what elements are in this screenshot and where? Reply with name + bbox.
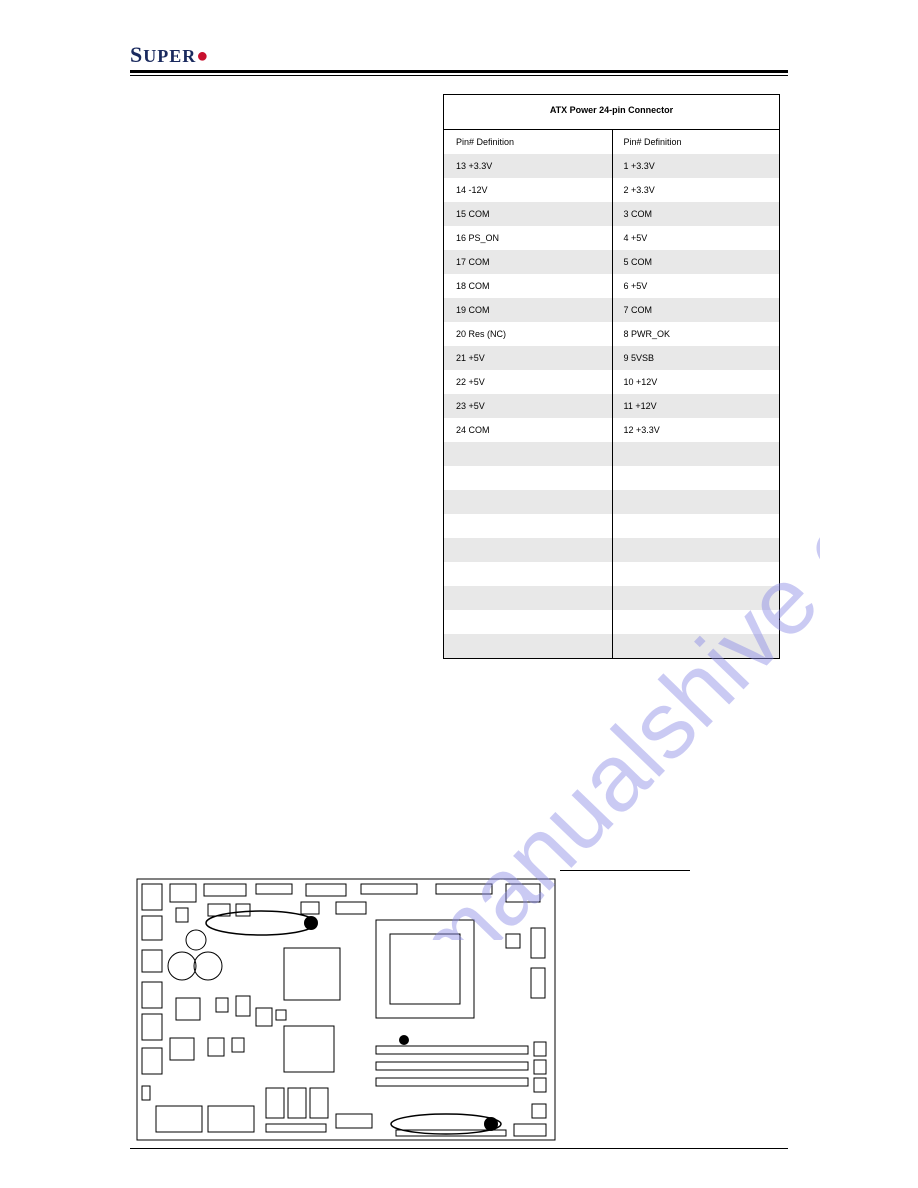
- pin-cell: 17 COM: [444, 250, 612, 274]
- logo-rest: UPER: [143, 46, 196, 66]
- pin-cell: 4 +5V: [612, 226, 780, 250]
- pin-cell: 15 COM: [444, 202, 612, 226]
- pin-cell: [612, 586, 780, 610]
- motherboard-diagram: [136, 878, 556, 1142]
- pin-cell: 16 PS_ON: [444, 226, 612, 250]
- pin-cell: [612, 538, 780, 562]
- pin-cell: [444, 538, 612, 562]
- pin-cell: 14 -12V: [444, 178, 612, 202]
- pin-cell: [444, 586, 612, 610]
- pin-cell: 8 PWR_OK: [612, 322, 780, 346]
- pin-cell: 18 COM: [444, 274, 612, 298]
- pin-cell: 5 COM: [612, 250, 780, 274]
- pin-cell: [444, 562, 612, 586]
- pin-cell: 6 +5V: [612, 274, 780, 298]
- pin-cell: 21 +5V: [444, 346, 612, 370]
- logo-dot-icon: ●: [196, 45, 209, 67]
- pin-cell: [612, 514, 780, 538]
- pin-cell: 23 +5V: [444, 394, 612, 418]
- pin-cell: 24 COM: [444, 418, 612, 442]
- pin-cell: [444, 514, 612, 538]
- pin-cell: [444, 490, 612, 514]
- pin-cell: Pin# Definition: [612, 130, 780, 154]
- pin-cell: 3 COM: [612, 202, 780, 226]
- pin-cell: [612, 634, 780, 658]
- header-rule: [130, 70, 788, 76]
- pin-cell: 7 COM: [612, 298, 780, 322]
- pin-cell: 13 +3.3V: [444, 154, 612, 178]
- pin-cell: [444, 634, 612, 658]
- pin-cell: 19 COM: [444, 298, 612, 322]
- pin-cell: [612, 442, 780, 466]
- table-title: ATX Power 24-pin Connector: [444, 95, 779, 130]
- pin-cell: [444, 442, 612, 466]
- pin-cell: 20 Res (NC): [444, 322, 612, 346]
- logo: SUPER●: [130, 46, 209, 66]
- page-header: SUPER●: [130, 42, 788, 72]
- pin-cell: 12 +3.3V: [612, 418, 780, 442]
- pin-cell: 11 +12V: [612, 394, 780, 418]
- pin-cell: 22 +5V: [444, 370, 612, 394]
- logo-letter: S: [130, 42, 143, 67]
- pin-cell: Pin# Definition: [444, 130, 612, 154]
- marker-legend: [560, 870, 690, 875]
- pin-cell: 1 +3.3V: [612, 154, 780, 178]
- pin-cell: [612, 466, 780, 490]
- pin-cell: [612, 610, 780, 634]
- pin-cell: [444, 466, 612, 490]
- pin-cell: [612, 490, 780, 514]
- pin-table-container: ATX Power 24-pin Connector Pin# Definiti…: [443, 94, 780, 659]
- pin-cell: 10 +12V: [612, 370, 780, 394]
- pin-cell: [444, 610, 612, 634]
- pin-cell: 2 +3.3V: [612, 178, 780, 202]
- pin-cell: [612, 562, 780, 586]
- pin-cell: 9 5VSB: [612, 346, 780, 370]
- footer-rule: [130, 1148, 788, 1149]
- column-separator: [612, 130, 613, 658]
